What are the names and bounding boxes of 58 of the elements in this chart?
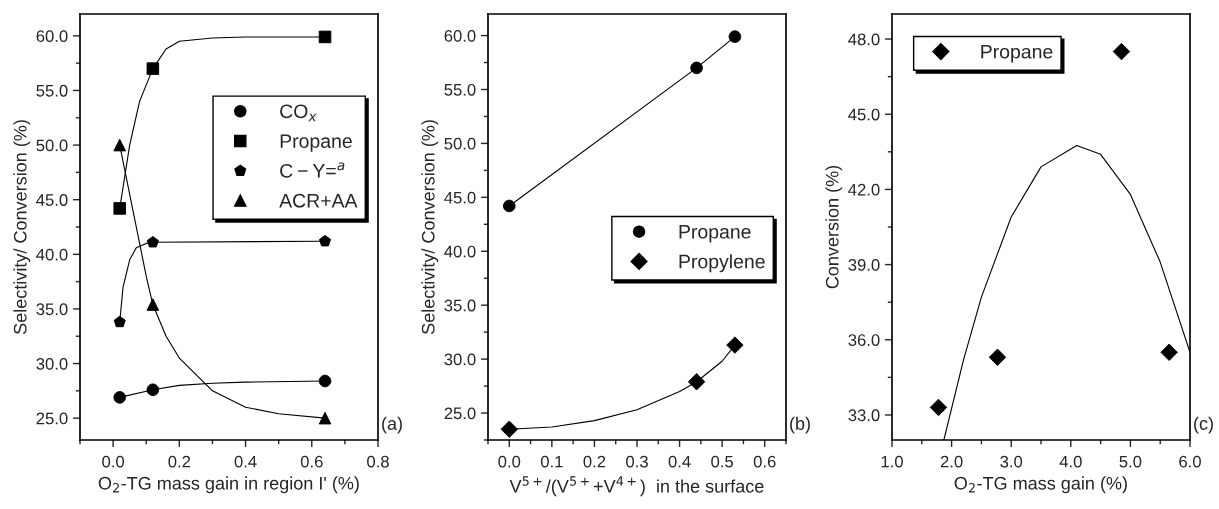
x-axis-title: V$^{5+}$/(V$^{5+}$+V$^{4+}$) in the surface [509, 476, 764, 497]
x-tick-label: 0.4 [234, 455, 257, 468]
legend-label: Propane [280, 134, 352, 152]
x-tick-label: 0.6 [753, 455, 776, 468]
x-tick-label: 6.0 [1179, 455, 1201, 468]
y-axis-title: Selectivity/ Conversion (%) [13, 120, 31, 335]
x-tick-label: 0.2 [168, 455, 191, 468]
x-tick-label: 0.3 [626, 455, 648, 468]
y-tick-label: 30.0 [36, 357, 68, 370]
x-tick-label: 0.0 [498, 455, 521, 468]
y-tick-label: 25.0 [444, 407, 476, 420]
y-tick-label: 60.0 [444, 29, 476, 42]
y-tick-label: 45.0 [444, 191, 476, 204]
text: (a) [382, 416, 402, 434]
y-tick-label: 50.0 [36, 139, 68, 152]
x-tick-label: 1.0 [881, 455, 903, 468]
y-tick-label: 40.0 [36, 248, 68, 261]
y-tick-label: 35.0 [444, 299, 476, 312]
text: (c) [1194, 416, 1213, 434]
x-tick-label: 2.0 [940, 455, 963, 468]
y-tick-label: 45.0 [848, 108, 880, 121]
x-tick-label: 3.0 [1000, 455, 1023, 468]
x-tick-label: 0.0 [102, 455, 125, 468]
x-tick-label: 0.5 [711, 455, 734, 468]
y-tick-label: 25.0 [36, 412, 68, 425]
y-tick-label: 50.0 [444, 137, 476, 150]
y-tick-label: 36.0 [848, 334, 880, 346]
y-tick-label: 60.0 [36, 30, 68, 43]
y-tick-label: 39.0 [848, 258, 880, 271]
point [1112, 42, 1131, 61]
x-tick-label: 0.8 [367, 455, 389, 468]
legend-label: ACR+AA [279, 193, 358, 208]
x-tick-label: 0.2 [583, 455, 606, 468]
legend-label: Propane [679, 225, 751, 243]
x-tick-label: 0.6 [300, 455, 323, 468]
y-axis-title: Conversion (%) [825, 165, 843, 289]
y-axis-title: Selectivity/ Conversion (%) [421, 120, 439, 335]
legend-label: CO$_{x}$ [280, 104, 317, 122]
x-tick-label: 0.1 [540, 455, 563, 468]
x-axis-title: O$_{2}$-TG mass gain in region I' (%) [98, 476, 359, 494]
y-tick-label: 55.0 [36, 84, 68, 97]
x-axis-title: O$_{2}$-TG mass gain (%) [954, 476, 1127, 494]
legend-label: Propane [981, 44, 1053, 63]
y-tick-label: 30.0 [444, 353, 476, 366]
x-tick-label: 0.4 [668, 455, 691, 468]
y-tick-label: 35.0 [36, 303, 68, 316]
legend-label: Propylene [679, 254, 765, 273]
y-tick-label: 33.0 [848, 409, 880, 422]
x-tick-label: 4.0 [1059, 455, 1082, 468]
point [726, 336, 744, 354]
text: (b) [790, 416, 810, 434]
x-tick-label: 5.0 [1119, 455, 1142, 468]
y-tick-label: 40.0 [444, 245, 476, 258]
legend-label: C − Y=$^{a}$ [280, 162, 345, 178]
y-tick-label: 48.0 [848, 33, 880, 46]
y-tick-label: 45.0 [36, 194, 68, 206]
y-tick-label: 55.0 [444, 83, 476, 96]
y-tick-label: 42.0 [848, 183, 880, 196]
